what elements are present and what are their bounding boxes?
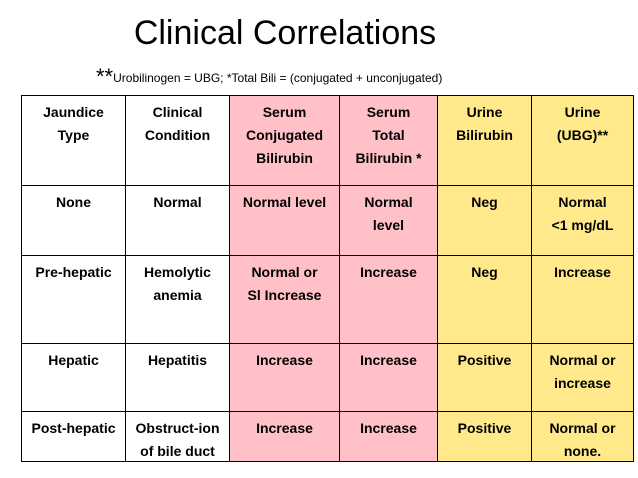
cell-text-line: increase [554, 375, 611, 391]
cell-text-line: Normal [364, 194, 413, 210]
cell-text-line: Hepatitis [147, 352, 208, 368]
cell-text-line: None [56, 194, 91, 210]
cell-text-line: none. [563, 443, 602, 459]
table-row: None Normal Normal level Normal level Neg Norm… [21, 185, 634, 256]
cell-text-line: Post-hepatic [31, 420, 116, 436]
header-cell: Urine (UBG)** [531, 95, 634, 186]
table-cell: Normal <1 mg/dL [531, 185, 634, 256]
table-cell: Post-hepatic [21, 411, 126, 462]
cell-text-line: Positive [457, 420, 512, 436]
cell-text-line: (UBG)** [556, 127, 609, 143]
cell-text-line: Normal or [549, 352, 616, 368]
table-cell: Increase [339, 343, 438, 412]
table-cell: None [21, 185, 126, 256]
cell-text-line: Increase [360, 264, 417, 280]
cell-text-line: Increase [360, 420, 417, 436]
table-row: Pre-hepatic Hemolytic anemia Normal or Sl In… [21, 255, 634, 344]
table-cell: Neg [437, 255, 532, 344]
cell-text-line: Serum [262, 104, 307, 120]
cell-text-line: Normal [558, 194, 607, 210]
clinical-correlations-table: Jaundice Type Clinical Condition Serum Conjug… [21, 95, 634, 462]
cell-text-line: Conjugated [246, 127, 323, 143]
table-cell: Positive [437, 343, 532, 412]
cell-text-line: Increase [360, 352, 417, 368]
cell-text-line: Sl Increase [247, 287, 322, 303]
cell-text-line: Neg [471, 194, 498, 210]
cell-text-line: Normal level [242, 194, 327, 210]
cell-text-line: of bile duct [140, 443, 215, 459]
table-cell: Obstruct-ion of bile duct [125, 411, 230, 462]
table-row: Hepatic Hepatitis Increase Increase Positive… [21, 343, 634, 412]
table-cell: Hepatic [21, 343, 126, 412]
cell-text-line: Positive [457, 352, 512, 368]
cell-text-line: Clinical [152, 104, 203, 120]
cell-text-line: Pre-hepatic [35, 264, 112, 280]
table-cell: Increase [339, 411, 438, 462]
cell-text-line: Urine [466, 104, 503, 120]
cell-text-line: Jaundice [43, 104, 104, 120]
cell-text-line: level [372, 217, 405, 233]
cell-text-line: Normal or [251, 264, 318, 280]
cell-text-line: <1 mg/dL [551, 217, 614, 233]
header-cell: Urine Bilirubin [437, 95, 532, 186]
header-cell: Serum Conjugated Bilirubin [229, 95, 340, 186]
cell-text-line: Normal [153, 194, 202, 210]
table-cell: Hemolytic anemia [125, 255, 230, 344]
cell-text-line: Obstruct-ion [135, 420, 220, 436]
table-cell: Increase [229, 343, 340, 412]
cell-text-line: Bilirubin [256, 150, 313, 166]
table-cell: Neg [437, 185, 532, 256]
table-cell: Normal or Sl Increase [229, 255, 340, 344]
table-cell: Increase [339, 255, 438, 344]
footnote: **Urobilinogen = UBG; *Total Bili = (con… [96, 62, 443, 89]
cell-text-line: Total [372, 127, 405, 143]
cell-text-line: Normal or [549, 420, 616, 436]
cell-text-line: anemia [153, 287, 202, 303]
table-cell: Pre-hepatic [21, 255, 126, 344]
cell-text-line: Neg [471, 264, 498, 280]
page-title: Clinical Correlations [133, 14, 437, 52]
table-cell: Increase [531, 255, 634, 344]
cell-text-line: Increase [256, 420, 313, 436]
table-cell: Increase [229, 411, 340, 462]
cell-text-line: Serum [366, 104, 411, 120]
header-cell: Jaundice Type [21, 95, 126, 186]
header-cell: Serum Total Bilirubin * [339, 95, 438, 186]
cell-text-line: Condition [144, 127, 211, 143]
table-cell: Normal level [339, 185, 438, 256]
cell-text-line: Urine [564, 104, 601, 120]
header-cell: Clinical Condition [125, 95, 230, 186]
cell-text-line: Bilirubin [456, 127, 513, 143]
cell-text-line: Bilirubin * [355, 150, 422, 166]
cell-text-line: Hemolytic [144, 264, 211, 280]
cell-text-line: Type [57, 127, 90, 143]
table-cell: Hepatitis [125, 343, 230, 412]
table-row: Post-hepatic Obstruct-ion of bile duct Incr… [21, 411, 634, 462]
footnote-stars: ** [96, 64, 114, 89]
cell-text-line: Increase [256, 352, 313, 368]
table-cell: Normal or increase [531, 343, 634, 412]
cell-text-line: Hepatic [48, 352, 99, 368]
header-row: Jaundice Type Clinical Condition Serum Conjug… [21, 95, 634, 186]
table-cell: Positive [437, 411, 532, 462]
table-cell: Normal or none. [531, 411, 634, 462]
cell-text-line: Increase [554, 264, 611, 280]
footnote-text: Urobilinogen = UBG; *Total Bili = (conju… [113, 71, 443, 85]
table-cell: Normal [125, 185, 230, 256]
table-cell: Normal level [229, 185, 340, 256]
